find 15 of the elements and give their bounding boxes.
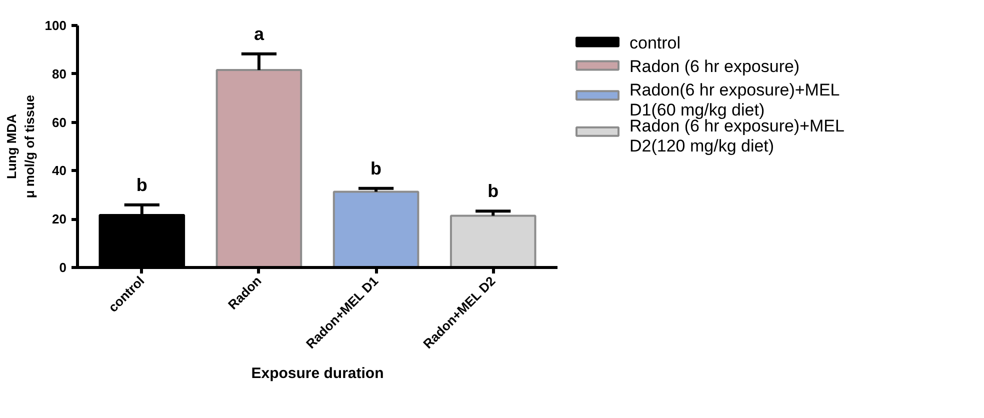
annotation: b [136,174,148,195]
y-tick-label: 100 [44,18,67,33]
y-axis-title: Lung MDA μ mol/g of tissue [4,94,37,198]
y-tick-label: 20 [52,212,67,227]
y-tick-label: 0 [59,260,67,275]
x-axis-title: Exposure duration [251,364,384,382]
y-tick-label: 60 [52,114,67,130]
y-tick-label: 80 [52,66,67,82]
annotation: a [254,24,265,44]
y-tick-label: 40 [52,163,67,178]
annotation: b [488,181,499,202]
legend-label: Radon(6 hr exposure)+MEL D1(60 mg/kg diet) [630,80,840,120]
legend-label: control [630,34,681,52]
legend-label: Radon (6 hr exposure) [630,56,800,76]
annotation: b [370,158,382,178]
